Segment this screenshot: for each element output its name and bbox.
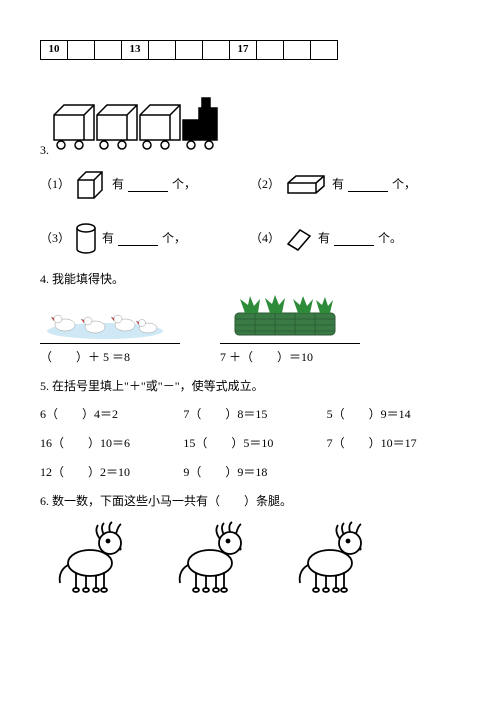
q6-title: 6. 数一数，下面这些小马一共有（ ）条腿。 <box>40 492 460 511</box>
horses-row <box>40 521 460 595</box>
expr: 12（ ）2＝10 <box>40 463 173 482</box>
q3-item-3: （3） 有 个， <box>40 222 250 256</box>
horse-icon <box>50 521 130 595</box>
seq-cell[interactable] <box>94 40 122 60</box>
q4-eq1: （ ）＋ 5 ＝8 <box>40 291 180 367</box>
expr: 16（ ）10＝6 <box>40 434 173 453</box>
q3-row-2: （3） 有 个， （4） 有 个。 <box>40 222 460 256</box>
unit: 个， <box>392 175 416 194</box>
unit: 个， <box>162 229 186 248</box>
seq-cell[interactable] <box>310 40 338 60</box>
has: 有 <box>318 229 330 248</box>
question-3-header: 3. <box>40 90 460 160</box>
question-6: 6. 数一数，下面这些小马一共有（ ）条腿。 <box>40 492 460 595</box>
train-icon <box>49 90 249 160</box>
unit: 个， <box>172 175 196 194</box>
seq-cell[interactable]: 17 <box>229 40 257 60</box>
q3-row-1: （1） 有 个， （2） 有 个， <box>40 168 460 202</box>
horse-icon <box>170 521 250 595</box>
seq-cell[interactable] <box>202 40 230 60</box>
blank[interactable] <box>348 179 388 192</box>
expr <box>327 463 460 482</box>
q5-grid: 6（ ）4＝2 7（ ）8＝15 5（ ）9＝14 16（ ）10＝6 15（ … <box>40 405 460 483</box>
horse-icon <box>290 521 370 595</box>
cube-icon <box>74 168 108 202</box>
q4-equations: （ ）＋ 5 ＝8 7 ＋（ ）＝10 <box>40 291 460 367</box>
q4-eq2: 7 ＋（ ）＝10 <box>220 291 360 367</box>
eraser-icon <box>284 226 314 252</box>
seq-cell[interactable] <box>175 40 203 60</box>
cuboid-icon <box>284 173 328 197</box>
seq-cell[interactable] <box>67 40 95 60</box>
question-5: 5. 在括号里填上"＋"或"－"，使等式成立。 6（ ）4＝2 7（ ）8＝15… <box>40 377 460 482</box>
expr: 7（ ）8＝15 <box>183 405 316 424</box>
expr: 15（ ）5＝10 <box>183 434 316 453</box>
q4-eq1-text: （ ）＋ 5 ＝8 <box>40 348 180 367</box>
has: 有 <box>102 229 114 248</box>
seq-cell[interactable]: 10 <box>40 40 68 60</box>
basket-icon <box>220 291 350 341</box>
q3-item-1: （1） 有 个， <box>40 168 250 202</box>
has: 有 <box>112 175 124 194</box>
blank[interactable] <box>334 233 374 246</box>
question-4: 4. 我能填得快。 （ ）＋ 5 ＝8 <box>40 270 460 367</box>
seq-cell[interactable] <box>256 40 284 60</box>
expr: 6（ ）4＝2 <box>40 405 173 424</box>
q4-eq2-text: 7 ＋（ ）＝10 <box>220 348 360 367</box>
idx: （1） <box>40 175 70 194</box>
seq-cell[interactable]: 13 <box>121 40 149 60</box>
seq-cell[interactable] <box>148 40 176 60</box>
q3-item-4: （4） 有 个。 <box>250 222 460 256</box>
q3-label: 3. <box>40 141 49 160</box>
unit: 个。 <box>378 229 402 248</box>
blank[interactable] <box>118 233 158 246</box>
q5-title: 5. 在括号里填上"＋"或"－"，使等式成立。 <box>40 377 460 396</box>
expr: 9（ ）9＝18 <box>183 463 316 482</box>
ducks-icon <box>40 295 170 341</box>
idx: （2） <box>250 175 280 194</box>
expr: 7（ ）10＝17 <box>327 434 460 453</box>
number-sequence: 10 13 17 <box>40 40 460 60</box>
q3-item-2: （2） 有 个， <box>250 168 460 202</box>
seq-cell[interactable] <box>283 40 311 60</box>
expr: 5（ ）9＝14 <box>327 405 460 424</box>
idx: （3） <box>40 229 70 248</box>
blank[interactable] <box>128 179 168 192</box>
has: 有 <box>332 175 344 194</box>
q4-title: 4. 我能填得快。 <box>40 270 460 289</box>
idx: （4） <box>250 229 280 248</box>
cylinder-icon <box>74 222 98 256</box>
